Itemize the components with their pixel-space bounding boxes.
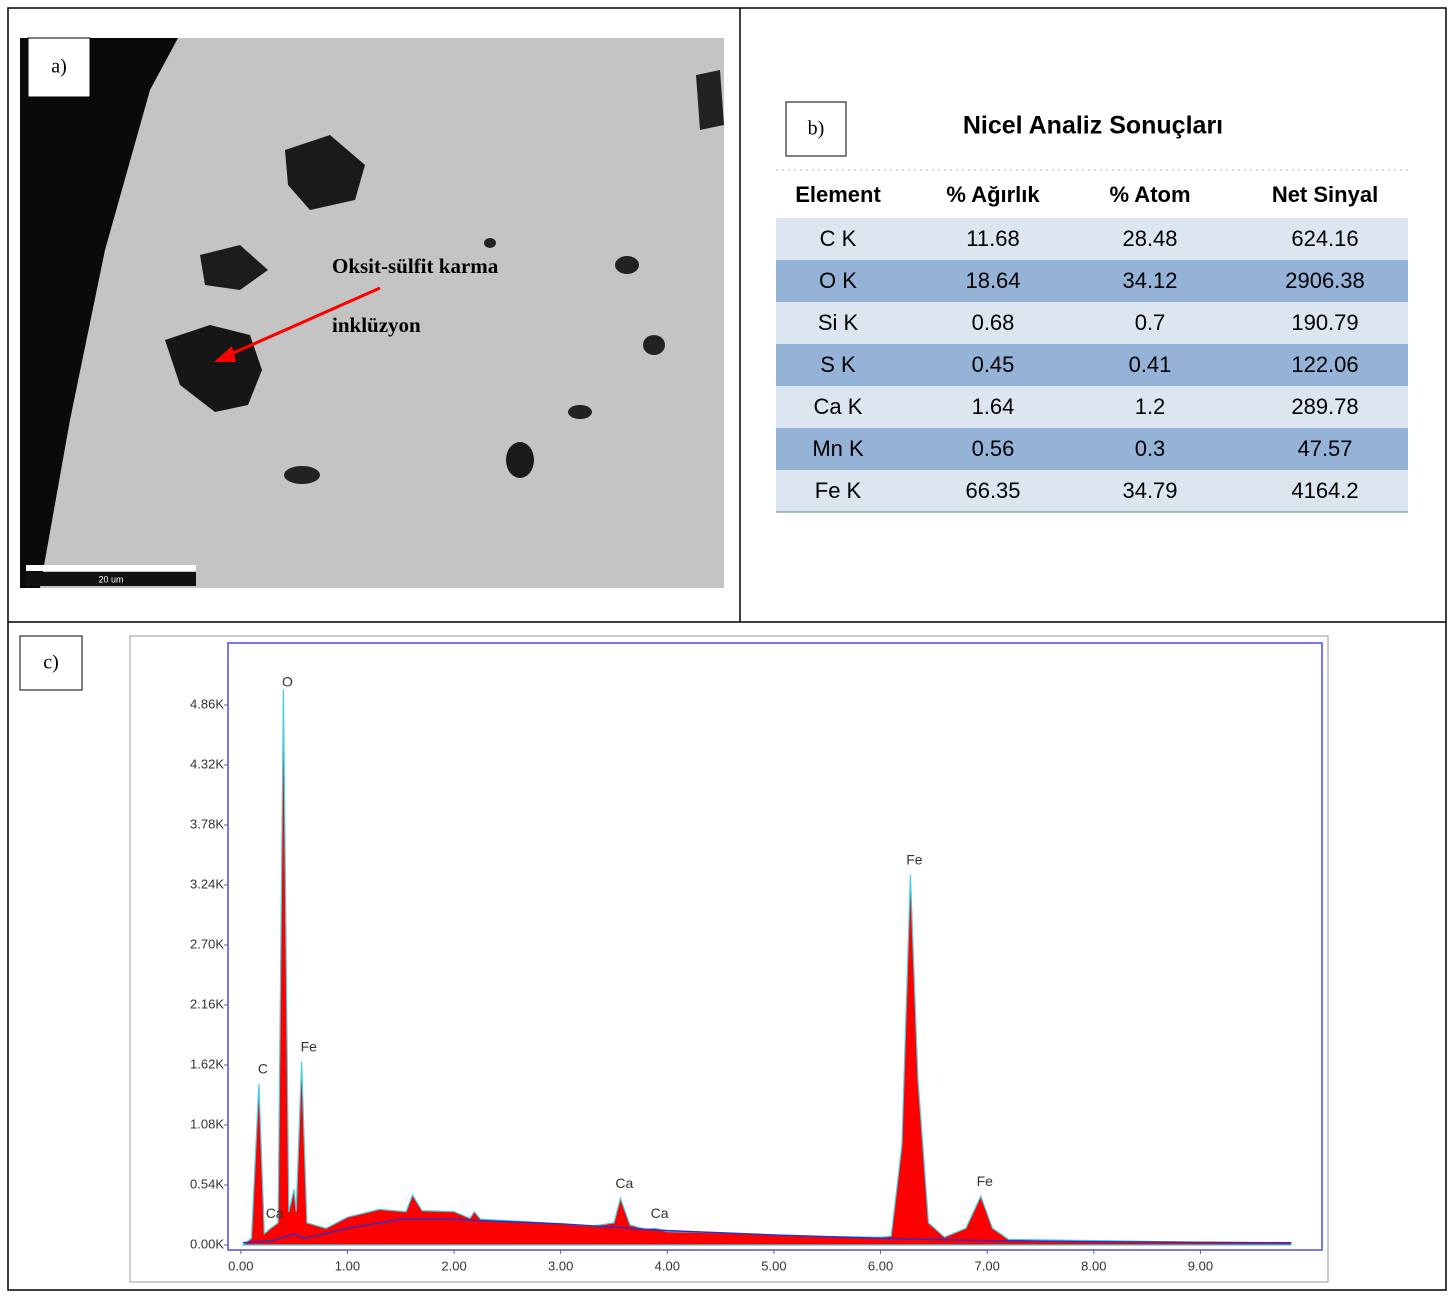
x-tick-label: 3.00: [548, 1258, 573, 1273]
table-cell: 18.64: [965, 268, 1020, 293]
table-cell: 28.48: [1122, 226, 1177, 251]
chart-frame: [129, 635, 1329, 1283]
table-row: [776, 470, 1408, 512]
scale-bar-label: 20 um: [98, 574, 123, 584]
y-tick-label: 2.70K: [190, 936, 224, 951]
table-cell: Mn K: [812, 436, 864, 461]
peak-label: Fe: [301, 1038, 318, 1054]
table-cell: 1.2: [1135, 394, 1166, 419]
table-cell: 4164.2: [1291, 478, 1358, 503]
panel-label: b): [808, 118, 825, 140]
spectrum-chart: 0.00K 0.54K 1.08K 1.62K 2.16K 2.70K 3.24K 3.78K…: [190, 674, 1292, 1273]
table-cell: 122.06: [1291, 352, 1358, 377]
y-tick-label: 4.86K: [190, 696, 224, 711]
x-tick-label: 4.00: [655, 1258, 680, 1273]
peak-label: Ca: [651, 1205, 669, 1221]
table-cell: O K: [819, 268, 857, 293]
label-box: [27, 37, 91, 98]
table-cell: 624.16: [1291, 226, 1358, 251]
table-cell: Fe K: [815, 478, 862, 503]
table-cell: 66.35: [965, 478, 1020, 503]
table-row: [776, 386, 1408, 428]
x-tick-label: 8.00: [1081, 1258, 1106, 1273]
table-cell: 0.56: [972, 436, 1015, 461]
table-cell: 190.79: [1291, 310, 1358, 335]
x-tick-label: 6.00: [868, 1258, 893, 1273]
x-tick-label: 0.00: [228, 1258, 253, 1273]
y-tick-label: 0.00K: [190, 1236, 224, 1251]
x-tick-label: 5.00: [761, 1258, 786, 1273]
table-row: [776, 260, 1408, 302]
peak-label: Fe: [977, 1173, 994, 1189]
peak-label: C: [258, 1061, 268, 1077]
table-cell: S K: [820, 352, 856, 377]
peak-label: Ca: [615, 1175, 633, 1191]
table-row: [776, 344, 1408, 386]
table-cell: 34.79: [1122, 478, 1177, 503]
y-tick-label: 3.78K: [190, 816, 224, 831]
panel-label: a): [51, 56, 67, 78]
label-box: [19, 635, 83, 691]
column-header: % Ağırlık: [946, 182, 1040, 207]
y-tick-label: 4.32K: [190, 756, 224, 771]
table-cell: 11.68: [966, 226, 1019, 251]
column-header: Element: [795, 182, 881, 207]
plot-border: [227, 642, 1323, 1251]
table-cell: 1.64: [972, 394, 1015, 419]
table-cell: 0.41: [1129, 352, 1172, 377]
sem-image: [20, 38, 724, 588]
peak-label: Ca: [266, 1205, 284, 1221]
peak-label: Fe: [906, 852, 923, 868]
peak-label: O: [282, 674, 293, 690]
table-row: [776, 218, 1408, 260]
table-cell: Ca K: [814, 394, 863, 419]
table-row: [776, 428, 1408, 470]
table-cell: Si K: [818, 310, 859, 335]
table-cell: C K: [820, 226, 857, 251]
table-cell: 0.45: [972, 352, 1015, 377]
annotation: inklüzyon: [332, 313, 421, 337]
frame: [7, 7, 1447, 1291]
y-tick-label: 0.54K: [190, 1176, 224, 1191]
table-cell: 0.3: [1135, 436, 1166, 461]
x-tick-label: 9.00: [1188, 1258, 1213, 1273]
background-line: [242, 1218, 1292, 1244]
x-tick-label: 2.00: [441, 1258, 466, 1273]
table-cell: 47.57: [1297, 436, 1352, 461]
table-row: [776, 302, 1408, 344]
annotation: Oksit-sülfit karma: [332, 254, 499, 278]
y-tick-label: 3.24K: [190, 876, 224, 891]
table-title: Nicel Analiz Sonuçları: [963, 112, 1223, 140]
x-tick-label: 1.00: [335, 1258, 360, 1273]
column-header: Net Sinyal: [1272, 182, 1378, 207]
table: Element % Ağırlık % Atom Net Sinyal C K 11.68…: [776, 100, 1408, 513]
panel-label: c): [43, 652, 59, 674]
column-header: % Atom: [1109, 182, 1190, 207]
y-tick-label: 2.16K: [190, 996, 224, 1011]
table-cell: 2906.38: [1285, 268, 1365, 293]
y-tick-label: 1.62K: [190, 1056, 224, 1071]
label-box: [785, 101, 847, 157]
table-cell: 34.12: [1122, 268, 1177, 293]
x-tick-label: 7.00: [975, 1258, 1000, 1273]
table-cell: 289.78: [1291, 394, 1358, 419]
table-cell: 0.68: [972, 310, 1015, 335]
table-cell: 0.7: [1135, 310, 1166, 335]
y-tick-label: 1.08K: [190, 1116, 224, 1131]
